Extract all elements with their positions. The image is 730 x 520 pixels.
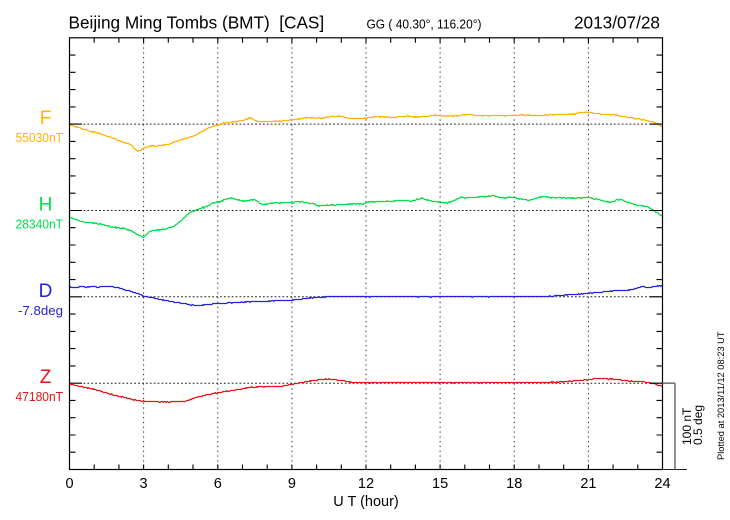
svg-text:H: H (39, 195, 53, 216)
svg-text:0.5 deg: 0.5 deg (691, 405, 705, 445)
svg-text:6: 6 (214, 476, 222, 492)
svg-text:47180nT: 47180nT (16, 389, 64, 404)
svg-text:Z: Z (40, 367, 52, 388)
svg-text:2013/07/28: 2013/07/28 (574, 13, 660, 33)
svg-text:55030nT: 55030nT (16, 130, 64, 145)
svg-text:21: 21 (580, 476, 596, 492)
svg-text:0: 0 (65, 476, 73, 492)
svg-text:D: D (39, 281, 53, 302)
svg-text:28340nT: 28340nT (16, 217, 64, 232)
svg-text:Plotted at 2013/11/12 08:23 UT: Plotted at 2013/11/12 08:23 UT (716, 331, 726, 460)
svg-text:24: 24 (654, 476, 670, 492)
svg-text:3: 3 (140, 476, 148, 492)
svg-text:15: 15 (432, 476, 448, 492)
svg-text:Beijing Ming Tombs (BMT) [CAS: Beijing Ming Tombs (BMT) [CAS] (69, 13, 325, 33)
svg-text:9: 9 (288, 476, 296, 492)
svg-text:100 nT: 100 nT (680, 407, 694, 445)
svg-text:GG ( 40.30°, 116.20°): GG ( 40.30°, 116.20°) (367, 17, 482, 32)
svg-text:12: 12 (358, 476, 374, 492)
svg-text:18: 18 (506, 476, 522, 492)
svg-text:-7.8deg: -7.8deg (18, 303, 63, 318)
svg-text:F: F (40, 108, 52, 129)
svg-text:U T (hour): U T (hour) (333, 494, 399, 510)
